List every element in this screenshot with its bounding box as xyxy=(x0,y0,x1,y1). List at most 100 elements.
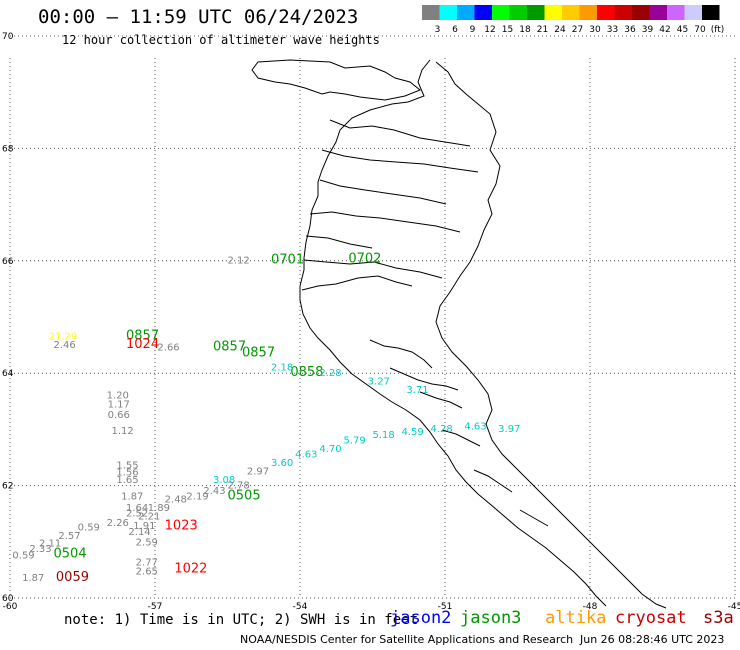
wave-height-colorbar: 3 6 9 12 15 18 21 24 27 30 33 36 39 42 45 70 (ft) xyxy=(422,5,725,35)
colorbar-swatch xyxy=(439,5,457,20)
wave-height-value: 1.12 xyxy=(112,426,134,437)
wave-height-value: 2.48 xyxy=(165,494,187,505)
coast-segment xyxy=(369,339,433,369)
coast-segment xyxy=(251,59,421,101)
wave-height-value: 2.52 xyxy=(126,509,148,520)
satellite-legend-altika: altika xyxy=(545,608,607,628)
satellite-legend-jason2: jason2 xyxy=(390,608,452,628)
colorbar-swatch xyxy=(544,5,562,20)
wave-height-value: 3.60 xyxy=(271,458,293,469)
wave-height-value: 3.27 xyxy=(368,376,390,387)
longitude-tick-label: -51 xyxy=(438,602,453,612)
wave-height-value: 1.17 xyxy=(108,399,130,410)
wave-height-value: 1.87 xyxy=(121,492,143,503)
footnote: note: 1) Time is in UTC; 2) SWH is in fe… xyxy=(64,612,419,628)
wave-height-value: 1.56 xyxy=(116,467,138,478)
colorbar-label: 18 xyxy=(519,25,531,35)
wave-height-value: 5.18 xyxy=(373,430,395,441)
longitude-tick-label: -54 xyxy=(293,602,308,612)
longitude-tick-label: -48 xyxy=(583,602,598,612)
latitude-tick-label: 70 xyxy=(2,32,14,42)
colorbar-label: 9 xyxy=(470,25,476,35)
colorbar-swatch xyxy=(562,5,580,20)
wave-height-value: 2.59 xyxy=(136,538,158,549)
wave-height-value: 3.71 xyxy=(406,385,428,396)
colorbar-swatch xyxy=(422,5,440,20)
wave-height-value: 3.08 xyxy=(213,475,235,486)
graticule xyxy=(9,35,736,599)
colorbar-swatch xyxy=(684,5,702,20)
colorbar-label: 6 xyxy=(452,25,458,35)
satellite-legend-s3a: s3a xyxy=(703,608,734,628)
satellite-legend-jason3: jason3 xyxy=(460,608,522,628)
wave-height-value: 2.28 xyxy=(319,368,341,379)
pass-time-label: 0858 xyxy=(290,365,323,380)
colorbar-labels: 3 6 9 12 15 18 21 24 27 30 33 36 39 42 45 70 (ft) xyxy=(435,25,725,35)
wave-height-value: 4.63 xyxy=(464,421,486,432)
wave-height-value: 5.79 xyxy=(344,435,366,446)
wave-height-value: 2.57 xyxy=(58,531,80,542)
wave-height-value: 4.28 xyxy=(431,424,453,435)
colorbar-label: 36 xyxy=(624,25,636,35)
pass-time-label: 1023 xyxy=(165,518,198,533)
colorbar-swatch xyxy=(457,5,475,20)
wave-height-value: 2.18 xyxy=(271,362,293,373)
colorbar-label: 42 xyxy=(659,25,670,35)
wave-height-value: 2.78 xyxy=(228,480,250,491)
coast-segment xyxy=(299,59,607,607)
colorbar-swatch xyxy=(632,5,650,20)
wave-height-value: 2.26 xyxy=(107,518,129,529)
colorbar-swatch xyxy=(579,5,597,20)
wave-height-value: 2.77 xyxy=(136,557,158,568)
wave-height-value: 2.12 xyxy=(228,256,250,267)
satellite-legend-cryosat: cryosat xyxy=(615,608,687,628)
wave-height-value: 3.97 xyxy=(498,424,520,435)
coast-segment xyxy=(473,469,513,493)
wave-height-value: 0.59 xyxy=(78,523,100,534)
colorbar-swatch xyxy=(649,5,667,20)
longitude-tick-label: -45 xyxy=(728,602,740,612)
coast-segment xyxy=(305,235,373,249)
colorbar-label: (ft) xyxy=(711,25,725,35)
wave-height-value: 2.46 xyxy=(54,340,76,351)
latitude-tick-label: 66 xyxy=(2,257,14,267)
colorbar-swatch xyxy=(702,5,720,20)
page-title: 00:00 – 11:59 UTC 06/24/2023 xyxy=(38,6,359,28)
axis-tick-labels: -60 -57 -54 -51 -48 -45 70 68 66 64 62 60 xyxy=(2,32,740,612)
pass-time-label: 0857 xyxy=(126,328,159,343)
pass-time-label: 0702 xyxy=(348,251,381,266)
wave-height-value: 21.29 xyxy=(49,331,78,342)
colorbar-label: 45 xyxy=(677,25,688,35)
wave-height-value: 0.66 xyxy=(108,410,130,421)
wave-height-value: 1.64 xyxy=(126,503,148,514)
latitude-tick-label: 60 xyxy=(2,594,14,604)
coast-segment xyxy=(303,259,443,279)
wave-height-value: 2.11 xyxy=(39,538,61,549)
colorbar-label: 27 xyxy=(572,25,583,35)
coast-segment xyxy=(441,429,481,447)
colorbar-swatch xyxy=(597,5,615,20)
pass-time-label: 1024 xyxy=(126,337,159,352)
colorbar-label: 33 xyxy=(607,25,618,35)
generated-timestamp: Jun 26 08:28:46 UTC 2023 xyxy=(580,633,725,646)
coast-segment xyxy=(319,179,447,205)
wave-height-value: 2.65 xyxy=(136,566,158,577)
credit-line: NOAA/NESDIS Center for Satellite Applica… xyxy=(240,633,574,646)
wave-height-value: 4.63 xyxy=(295,450,317,461)
greenland-coastline xyxy=(251,59,667,609)
colorbar-swatch xyxy=(527,5,545,20)
colorbar-label: 39 xyxy=(642,25,654,35)
colorbar-swatch xyxy=(614,5,632,20)
wave-height-value: 2.19 xyxy=(186,492,208,503)
pass-time-label: 0505 xyxy=(228,489,261,504)
wave-height-value: 1.87 xyxy=(22,573,44,584)
colorbar-label: 24 xyxy=(554,25,566,35)
wave-height-value: 4.70 xyxy=(319,444,341,455)
pass-time-label: 0059 xyxy=(56,570,89,585)
wave-height-value: 1.89 xyxy=(148,503,170,514)
latitude-tick-label: 62 xyxy=(2,482,13,492)
pass-time-label: 0857 xyxy=(242,345,275,360)
latitude-tick-label: 68 xyxy=(2,144,14,154)
